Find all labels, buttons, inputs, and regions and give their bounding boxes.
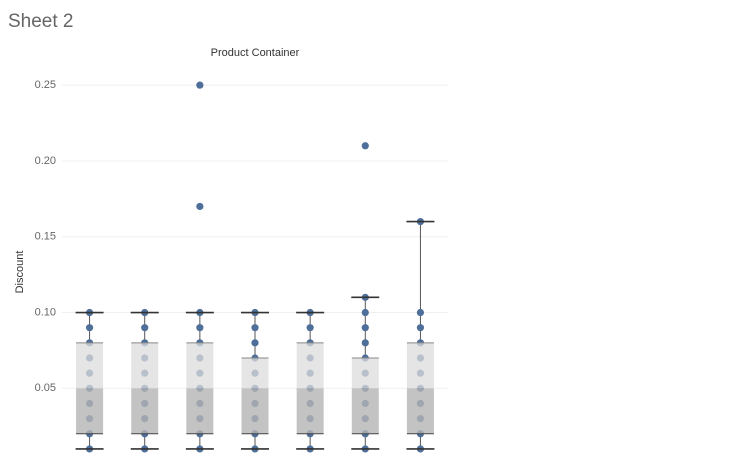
data-point	[361, 142, 369, 150]
box-upper	[406, 342, 434, 389]
y-tick-label: 0.20	[35, 155, 56, 167]
y-tick-label: 0.25	[35, 79, 56, 91]
box-upper	[131, 342, 159, 389]
data-point	[196, 202, 204, 211]
box-lower	[351, 388, 379, 434]
sheet-title: Sheet 2	[8, 11, 74, 32]
box-upper	[186, 342, 214, 389]
data-point	[306, 324, 314, 332]
box-lower	[131, 388, 159, 434]
box-lower	[241, 388, 269, 434]
data-point	[361, 324, 369, 332]
box-upper	[241, 357, 269, 389]
y-axis-label: Discount	[14, 251, 26, 294]
y-tick-label: 0.15	[35, 231, 56, 243]
data-point	[416, 308, 425, 317]
box-upper	[351, 357, 379, 389]
y-tick-label: 0.05	[35, 382, 56, 394]
box-lower	[296, 388, 324, 434]
box-upper	[296, 342, 324, 389]
data-point	[141, 324, 149, 332]
data-point	[416, 324, 425, 332]
box-lower	[186, 388, 214, 434]
data-point	[361, 308, 369, 317]
data-point	[196, 81, 204, 89]
data-point	[85, 324, 94, 332]
box-lower	[406, 388, 434, 434]
data-point	[251, 324, 259, 332]
box-upper	[76, 342, 104, 389]
data-point	[196, 324, 204, 332]
chart-title: Product Container	[211, 47, 300, 59]
data-point	[251, 339, 259, 347]
y-tick-label: 0.10	[35, 306, 56, 318]
data-point	[361, 339, 369, 347]
box-lower	[76, 388, 104, 434]
